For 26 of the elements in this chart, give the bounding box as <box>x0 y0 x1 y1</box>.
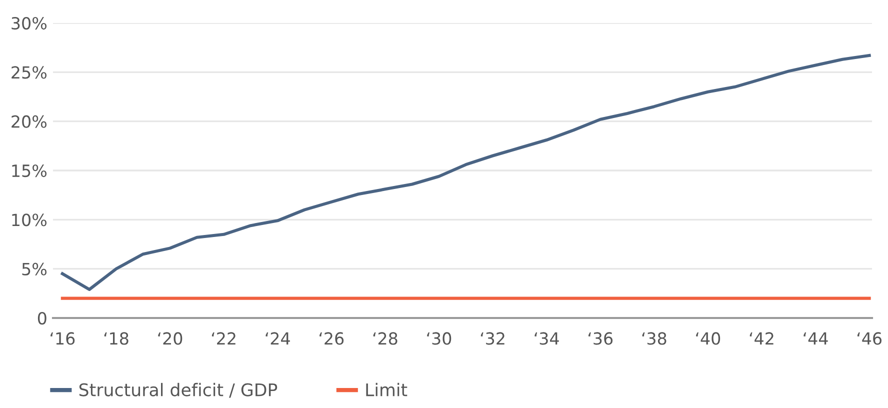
x-tick-label: ‘20 <box>158 332 182 345</box>
x-tick-label: ‘44 <box>804 332 828 345</box>
x-tick-label: ‘26 <box>320 332 344 345</box>
y-tick-label: 10% <box>12 214 47 226</box>
x-tick-label: ‘36 <box>588 332 613 345</box>
legend-label: Limit <box>366 382 408 396</box>
x-tick-label: ‘24 <box>266 332 290 345</box>
x-tick-label: ‘34 <box>534 332 559 345</box>
y-tick-label: 25% <box>12 66 47 79</box>
x-tick-label: ‘16 <box>50 332 75 345</box>
y-tick-label: 15% <box>12 164 47 178</box>
x-tick-label: ‘28 <box>373 332 398 345</box>
y-tick-label: 5% <box>22 262 47 276</box>
x-tick-label: ‘30 <box>427 332 452 345</box>
x-tick-label: ‘40 <box>696 332 720 345</box>
x-tick-label: ‘18 <box>104 332 128 345</box>
line-series <box>60 54 871 292</box>
legend-label: Structural deficit / GDP <box>79 382 278 398</box>
x-tick-label: ‘42 <box>750 332 774 345</box>
y-tick-label: 20% <box>12 115 47 128</box>
y-tick-label: 30% <box>12 16 47 30</box>
x-tick-label: ‘32 <box>480 332 504 345</box>
x-tick-label: ‘38 <box>642 332 666 345</box>
y-tick-label: 0 <box>38 312 46 325</box>
x-tick-label: ‘22 <box>212 332 236 345</box>
x-tick-label: ‘46 <box>857 332 882 345</box>
